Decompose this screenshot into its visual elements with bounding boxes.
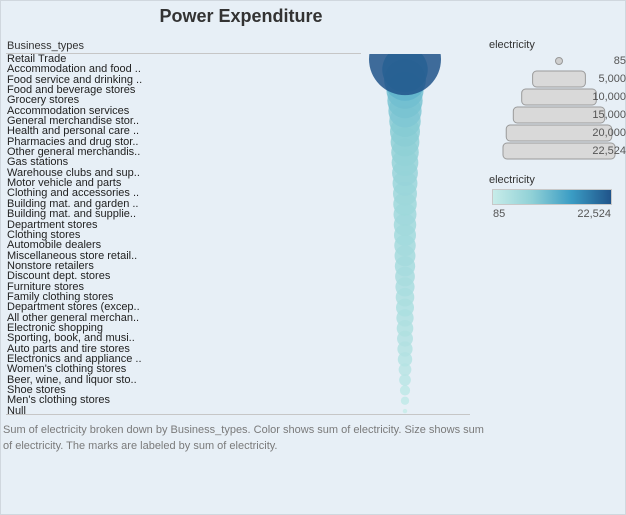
category-label: Discount dept. stores	[7, 270, 111, 283]
size-legend-label: 22,524	[592, 145, 626, 157]
chart-title: Power Expenditure	[159, 6, 323, 26]
size-legend-label: 5,000	[598, 73, 626, 85]
size-legend-label: 15,000	[592, 109, 626, 121]
category-label: Health and personal care ..	[7, 125, 140, 138]
size-legend-mark	[521, 88, 597, 106]
category-label: Other general merchandis..	[7, 146, 141, 159]
category-label: Null	[7, 404, 26, 417]
header-mask	[361, 14, 471, 54]
category-label: Grocery stores	[7, 94, 80, 107]
category-label: Department stores (excep..	[7, 301, 140, 314]
row-header: Business_types	[7, 40, 85, 52]
category-label: Food and beverage stores	[7, 84, 136, 97]
category-label: Family clothing stores	[7, 290, 114, 303]
category-label: Building mat. and supplie..	[7, 208, 137, 221]
size-legend-labels: 85 5,000 10,000 15,000 20,000 22,524	[489, 53, 626, 163]
category-label: Electronic shopping	[7, 321, 104, 334]
bubble-mark[interactable]	[398, 363, 412, 377]
category-label: General merchandise stor..	[7, 115, 140, 128]
category-label: Warehouse clubs and sup..	[7, 166, 140, 179]
category-label: Accommodation and food ..	[7, 63, 141, 76]
category-labels: Retail Trade Accommodation and food .. Foo…	[7, 53, 387, 417]
category-label: Nonstore retailers	[7, 259, 94, 272]
bubble-mark[interactable]	[399, 385, 411, 396]
category-label: Miscellaneous store retail..	[7, 249, 138, 262]
category-label: Sporting, book, and musi..	[7, 332, 135, 345]
size-legend-mark	[532, 70, 586, 88]
category-label: Gas stations	[7, 156, 69, 169]
category-label: All other general merchan..	[7, 311, 140, 324]
category-label: Clothing stores	[7, 228, 81, 241]
size-legend-label: 85	[613, 55, 626, 67]
category-label: Men's clothing stores	[7, 394, 110, 407]
bubble-plot	[361, 14, 471, 414]
category-label: Accommodation services	[7, 104, 130, 117]
color-legend-gradient	[492, 189, 612, 205]
size-legend-mark	[502, 142, 616, 160]
category-label: Automobile dealers	[7, 239, 102, 252]
category-label: Auto parts and tire stores	[7, 342, 130, 355]
color-legend-min: 85	[493, 208, 506, 220]
category-label: Food service and drinking ..	[7, 73, 143, 86]
category-label: Women's clothing stores	[7, 363, 127, 376]
category-label: Furniture stores	[7, 280, 85, 293]
color-legend-title: electricity	[489, 174, 535, 186]
size-legend-mark	[555, 57, 563, 65]
size-legend	[502, 57, 616, 160]
bubble-mark[interactable]	[397, 352, 413, 367]
size-legend-title: electricity	[489, 39, 535, 51]
category-label: Pharmacies and drug stor..	[7, 135, 139, 148]
size-legend-label: 20,000	[592, 127, 626, 139]
bubble-mark[interactable]	[400, 396, 410, 405]
category-label: Department stores	[7, 218, 98, 231]
category-label: Building mat. and garden ..	[7, 197, 139, 210]
bubble-mark[interactable]	[399, 374, 411, 386]
color-legend-max: 22,524	[577, 208, 611, 220]
size-legend-label: 10,000	[592, 91, 626, 103]
category-label: Shoe stores	[7, 384, 66, 396]
bubble-mark[interactable]	[402, 408, 408, 414]
chart-caption: Sum of electricity broken down by Busine…	[3, 424, 484, 452]
size-legend-mark	[505, 124, 613, 142]
header-divider	[6, 53, 470, 54]
category-label: Retail Trade	[7, 53, 67, 65]
category-label: Beer, wine, and liquor sto..	[7, 373, 137, 386]
category-label: Motor vehicle and parts	[7, 177, 122, 190]
bottom-divider	[6, 414, 470, 415]
category-label: Electronics and appliance ..	[7, 352, 142, 365]
category-label: Clothing and accessories ..	[7, 187, 140, 200]
size-legend-mark	[512, 106, 606, 124]
